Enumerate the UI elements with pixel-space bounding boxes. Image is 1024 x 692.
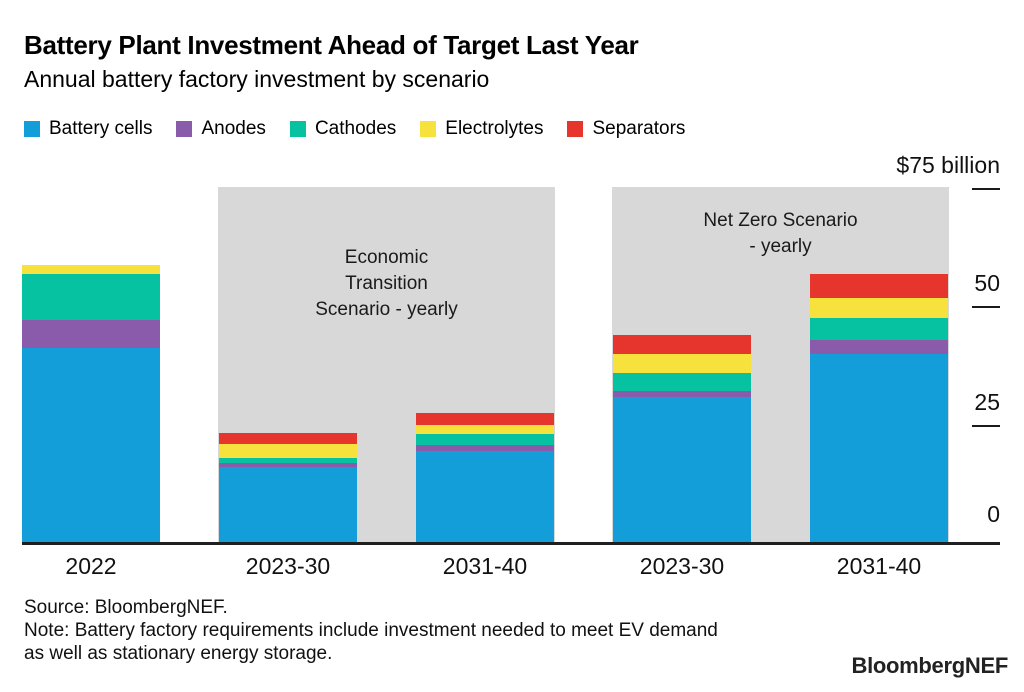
x-axis-label: 2031-40: [836, 553, 922, 579]
legend-label: Separators: [592, 118, 686, 139]
source-text: Source: BloombergNEF.: [24, 597, 228, 618]
legend-item-separators: Separators: [567, 118, 685, 140]
bar-segment-anodes: [22, 320, 160, 348]
bar-segment-anodes: [416, 444, 554, 452]
bar-segment-cathodes: [613, 373, 751, 391]
scenario-band-label-line: Net Zero Scenario: [703, 210, 858, 231]
y-axis-tick: [972, 424, 1000, 427]
legend-label: Battery cells: [49, 118, 153, 139]
y-axis-tick: [972, 306, 1000, 309]
legend-label: Anodes: [201, 118, 266, 139]
scenario-band-label: Economic Transition Scenario - yearly: [218, 245, 555, 323]
x-axis-label: 2023-30: [245, 553, 331, 579]
bar-segment-battery-cells: [810, 353, 948, 543]
teal-swatch-icon: [289, 121, 306, 137]
y-axis-tick: [972, 188, 1000, 190]
legend-label: Electrolytes: [445, 118, 544, 139]
note-text-line2: as well as stationary energy storage.: [24, 643, 333, 664]
bloombergnef-logo: BloombergNEF: [851, 653, 1008, 678]
page-title: Battery Plant Investment Ahead of Target…: [24, 30, 639, 60]
bar-segment-battery-cells: [22, 347, 160, 543]
bar-segment-cathodes: [416, 434, 554, 445]
x-axis-label: 2023-30: [639, 553, 725, 579]
bar-segment-anodes: [613, 390, 751, 398]
bar-segment-separators: [613, 335, 751, 354]
blue-swatch-icon: [24, 121, 40, 137]
chart-legend: Battery cells Anodes Cathodes Electrolytes S…: [24, 118, 685, 140]
scenario-band-label-line: Scenario - yearly: [315, 299, 458, 320]
bar-segment-separators: [810, 273, 948, 298]
bar-segment-battery-cells: [219, 467, 357, 543]
x-axis-label: 2031-40: [442, 553, 528, 579]
legend-item-cathodes: Cathodes: [289, 118, 397, 140]
scenario-band-label-line: Economic: [344, 247, 429, 268]
bar-segment-cathodes: [219, 457, 357, 463]
red-swatch-icon: [567, 121, 584, 137]
scenario-band-label: Net Zero Scenario - yearly: [612, 208, 949, 260]
bar-segment-electrolytes: [22, 265, 160, 275]
bar-segment-anodes: [219, 463, 357, 468]
bar-segment-electrolytes: [219, 443, 357, 458]
bar-segment-electrolytes: [810, 297, 948, 318]
legend-item-battery-cells: Battery cells: [24, 118, 152, 140]
bar-segment-battery-cells: [416, 451, 554, 543]
bar-segment-cathodes: [22, 274, 160, 321]
note-text-line1: Note: Battery factory requirements inclu…: [24, 620, 718, 641]
y-axis-tick-label: 0: [987, 501, 1000, 527]
x-axis-label: 2022: [65, 553, 117, 579]
y-axis-tick-label: $75 billion: [896, 152, 1000, 178]
yellow-swatch-icon: [420, 121, 437, 137]
purple-swatch-icon: [176, 121, 193, 137]
bar-segment-separators: [219, 432, 357, 444]
bar-segment-separators: [416, 412, 554, 425]
bar-segment-electrolytes: [613, 353, 751, 374]
bar-segment-anodes: [810, 340, 948, 354]
y-axis-tick-label: 25: [974, 388, 1000, 415]
legend-label: Cathodes: [314, 118, 397, 139]
scenario-band-label-line: - yearly: [749, 236, 812, 257]
scenario-band-label-line: Transition: [345, 273, 428, 294]
bar-segment-electrolytes: [416, 424, 554, 435]
x-axis-line: [22, 542, 1000, 545]
legend-item-anodes: Anodes: [176, 118, 266, 140]
bar-segment-cathodes: [810, 317, 948, 341]
legend-item-electrolytes: Electrolytes: [420, 118, 543, 140]
chart-subtitle: Annual battery factory investment by sce…: [24, 66, 490, 92]
bar-segment-battery-cells: [613, 397, 751, 543]
y-axis-tick-label: 50: [974, 270, 1000, 297]
